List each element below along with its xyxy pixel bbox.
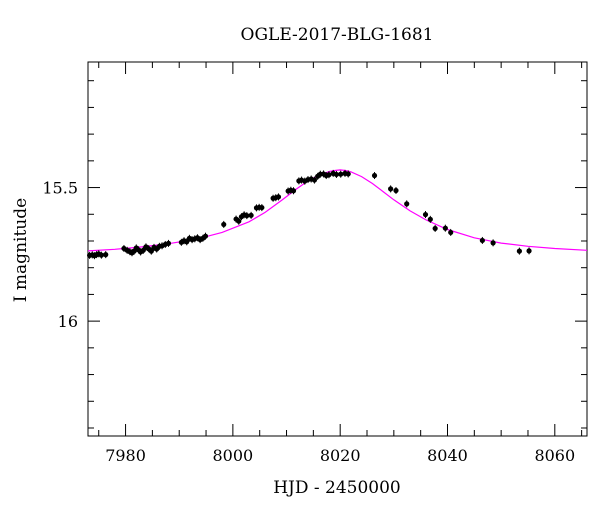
data-point (202, 233, 209, 239)
model-curve-group (88, 169, 587, 252)
data-point (448, 229, 454, 236)
data-point (393, 187, 399, 194)
data-point (148, 248, 154, 254)
data-point (103, 252, 109, 258)
data-point (333, 171, 340, 178)
plot-frame (87, 61, 588, 437)
data-point (404, 201, 410, 207)
data-point (479, 237, 485, 244)
x-axis-label: HJD - 2450000 (273, 478, 401, 498)
data-point (326, 172, 332, 178)
data-point (427, 216, 433, 222)
data-point (248, 212, 254, 218)
y-tick-label: 15.5 (42, 179, 78, 198)
axis-ticks (88, 62, 587, 436)
y-axis-label: I magnitude (11, 198, 31, 302)
data-point (516, 248, 522, 254)
data-point (244, 213, 250, 219)
data-point (221, 221, 227, 228)
data-point (388, 186, 394, 192)
x-tick-label: 8040 (427, 446, 468, 465)
data-point (526, 248, 532, 254)
data-point (165, 240, 172, 246)
data-points (87, 169, 532, 260)
tick-labels: 7980 8000 8020 8040 8060 15.5 16 (42, 179, 575, 465)
x-tick-label: 7980 (105, 446, 146, 465)
x-tick-label: 8060 (534, 446, 575, 465)
chart-title: OGLE-2017-BLG-1681 (241, 25, 434, 45)
x-tick-label: 8020 (320, 446, 361, 465)
data-point (422, 211, 429, 218)
data-point (275, 194, 282, 200)
data-point (290, 188, 297, 194)
data-point (371, 172, 378, 179)
data-point (259, 204, 265, 211)
data-point (311, 177, 318, 183)
data-point (490, 240, 496, 246)
data-point (345, 171, 351, 177)
data-point (442, 225, 448, 231)
data-point (98, 252, 105, 258)
data-point (432, 225, 438, 232)
data-point (236, 218, 242, 224)
y-tick-label: 16 (58, 312, 78, 331)
plot-border (87, 61, 588, 437)
model-curve (88, 169, 587, 252)
data-point (338, 171, 344, 177)
x-tick-label: 8000 (213, 446, 254, 465)
